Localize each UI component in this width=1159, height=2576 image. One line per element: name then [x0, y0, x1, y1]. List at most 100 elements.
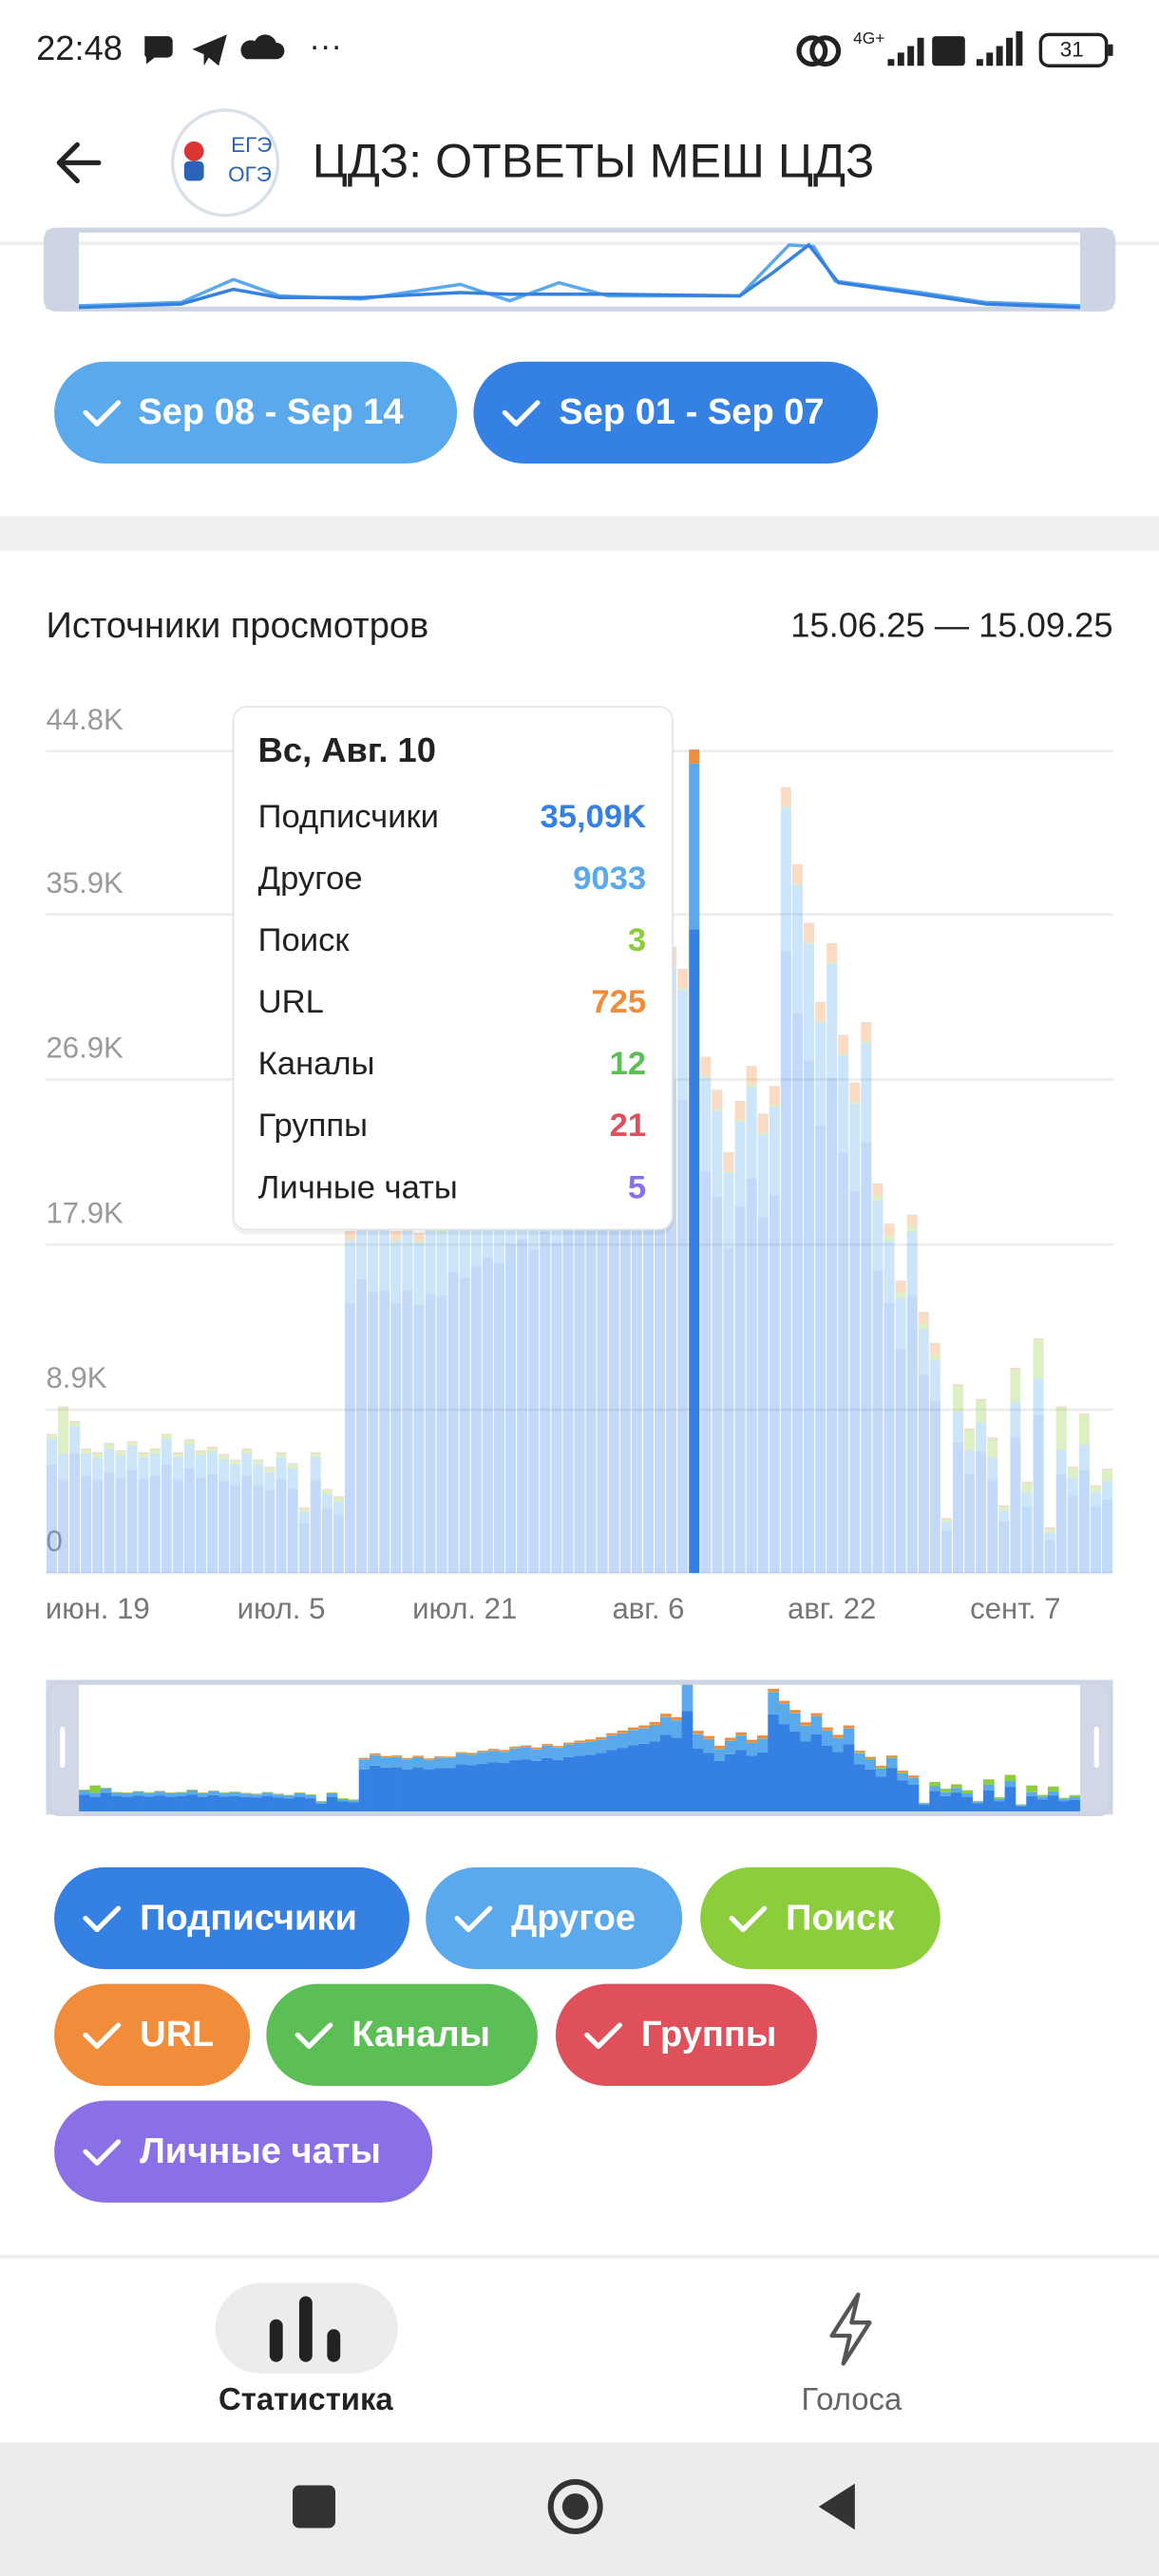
bar — [826, 963, 838, 1078]
bar — [138, 1453, 149, 1458]
navigator-bar — [918, 1803, 930, 1806]
bar — [356, 1211, 368, 1280]
status-battery-level: 31 — [1060, 38, 1084, 62]
status-icon — [144, 36, 173, 65]
navigator-bar — [1047, 1790, 1059, 1796]
navigator-bar — [520, 1745, 532, 1748]
y-tick-label: 44.8K — [46, 703, 124, 736]
navigator-bar — [111, 1791, 123, 1793]
bar — [1090, 1492, 1101, 1507]
navigator-bar — [390, 1756, 403, 1768]
legend-chip[interactable] — [426, 1866, 683, 1970]
bar — [884, 1224, 895, 1236]
bar — [987, 1479, 998, 1574]
navigator-bar — [100, 1788, 112, 1793]
legend-chip[interactable] — [54, 2100, 433, 2203]
range-handle[interactable] — [1079, 230, 1113, 310]
nav-label[interactable]: Статистика — [218, 2381, 393, 2416]
navigator-bar — [337, 1798, 349, 1800]
bar — [998, 1510, 1010, 1522]
navigator-bar — [111, 1792, 123, 1797]
navigator-bar — [659, 1716, 672, 1735]
status-network: 4G+ — [853, 28, 884, 47]
bar — [1090, 1486, 1101, 1487]
navigator-bar — [261, 1791, 274, 1793]
bar — [608, 1178, 619, 1574]
nav-label[interactable]: Голоса — [802, 2381, 902, 2416]
bar — [298, 1508, 310, 1513]
legend-label: Подписчики — [140, 1898, 357, 1938]
bar — [861, 1042, 872, 1143]
bar — [183, 1441, 195, 1445]
bar — [918, 1329, 929, 1375]
chip-check — [294, 2022, 333, 2050]
bar — [952, 1385, 964, 1387]
navigator-bar — [897, 1771, 908, 1773]
legend-chip[interactable] — [54, 1983, 251, 2086]
system-recent[interactable] — [293, 2485, 336, 2529]
navigator-bar — [843, 1725, 855, 1729]
bar — [195, 1455, 207, 1478]
bar — [332, 1496, 344, 1498]
bar — [505, 1244, 517, 1574]
navigator-bar — [907, 1784, 920, 1811]
legend-chip[interactable] — [266, 1983, 538, 2086]
navigator-bar — [434, 1756, 446, 1758]
week-chip[interactable] — [473, 361, 879, 464]
navigator-bar — [821, 1731, 833, 1746]
navigator-bar — [305, 1798, 316, 1811]
bar — [1078, 1414, 1090, 1415]
navigator-bar — [788, 1731, 801, 1811]
navigator-bar — [240, 1796, 252, 1811]
bar — [298, 1507, 310, 1509]
bar — [1101, 1468, 1113, 1470]
bar — [81, 1453, 92, 1476]
bar — [1021, 1492, 1033, 1507]
status-battery — [1038, 32, 1109, 67]
bar — [1055, 1408, 1067, 1450]
system-home[interactable] — [547, 2478, 603, 2534]
navigator-bar — [950, 1788, 962, 1793]
bar — [861, 1142, 872, 1574]
navigator-bar — [595, 1752, 607, 1811]
bar — [1101, 1499, 1113, 1574]
back-button[interactable] — [56, 142, 102, 183]
bar — [58, 1453, 69, 1480]
bar — [791, 1013, 803, 1574]
status-more: ··· — [309, 28, 342, 64]
legend-chip[interactable] — [700, 1866, 940, 1970]
navigator-bar — [606, 1733, 618, 1735]
channel-avatar[interactable] — [170, 108, 280, 218]
bar — [92, 1453, 104, 1458]
x-tick-label: авг. 22 — [788, 1592, 876, 1625]
navigator-bar — [337, 1801, 349, 1811]
system-back[interactable] — [818, 2483, 855, 2530]
legend-chip[interactable] — [54, 1866, 409, 1970]
navigator-bar — [487, 1751, 500, 1763]
bar — [138, 1479, 149, 1574]
bar — [998, 1506, 1010, 1511]
navigator-bar — [305, 1794, 316, 1795]
week-chip[interactable] — [54, 361, 458, 464]
navigator-bar — [1026, 1785, 1037, 1792]
navigator[interactable] — [46, 1679, 1113, 1817]
navigator-bar — [412, 1755, 425, 1757]
navigator-bar — [907, 1778, 920, 1785]
navigator-bar — [326, 1796, 338, 1811]
range-handle[interactable] — [46, 230, 80, 310]
bar — [906, 1296, 918, 1574]
status-icon — [796, 35, 828, 67]
legend-chip[interactable] — [555, 1983, 818, 2086]
bar — [838, 1055, 849, 1153]
navigator-bar — [638, 1743, 651, 1811]
bar — [115, 1477, 126, 1574]
navigator-bar — [1015, 1805, 1027, 1807]
navigator-bar — [154, 1795, 166, 1811]
bar — [918, 1312, 929, 1324]
bar — [368, 1227, 379, 1293]
bar — [700, 1171, 712, 1574]
logo-figure — [183, 161, 204, 181]
bar — [884, 1303, 895, 1574]
bar — [310, 1452, 321, 1454]
bar — [884, 1235, 895, 1241]
